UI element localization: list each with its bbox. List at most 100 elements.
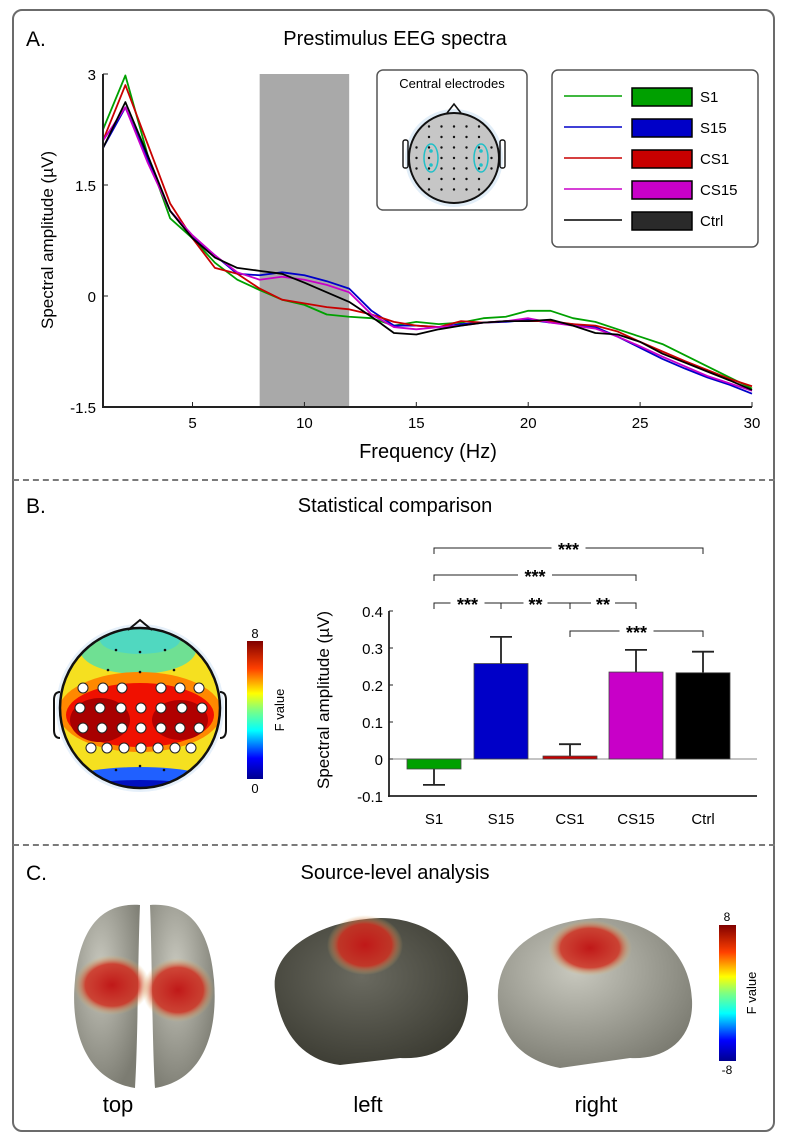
right-central-cluster xyxy=(473,143,489,173)
electrode-dot xyxy=(477,125,481,128)
significant-electrode xyxy=(174,722,186,734)
brain-top-view xyxy=(74,904,215,1088)
significant-electrode xyxy=(135,742,147,754)
figure-frame xyxy=(12,9,775,1132)
x-tick-label: 10 xyxy=(296,415,313,432)
source-colorbar xyxy=(719,925,736,1061)
right-ear-icon xyxy=(499,139,506,169)
significant-electrode xyxy=(185,742,197,754)
electrode-dot xyxy=(427,167,431,170)
view-label-left: left xyxy=(353,1092,383,1117)
legend-label-s1: S1 xyxy=(700,89,718,106)
right-ear-icon xyxy=(219,691,227,739)
electrode-dot xyxy=(452,135,456,139)
legend-swatch-cs1 xyxy=(631,149,693,169)
electrode-dot xyxy=(427,188,431,191)
view-label-top: top xyxy=(102,1092,134,1117)
spectra-chart: -1.5 0 1.5 3 5 10 15 20 25 30 Frequency (Hz) Spec… xyxy=(38,67,760,463)
electrode-dot xyxy=(138,650,142,654)
bar-y-tick-label: 0.4 xyxy=(362,604,383,621)
electrode-dot xyxy=(465,188,468,191)
electrode-dot xyxy=(490,156,493,160)
bar-cs1 xyxy=(542,755,598,760)
significant-electrode xyxy=(116,682,128,694)
central-electrodes-inset: Central electrodes xyxy=(376,69,528,211)
electrode-dot xyxy=(452,125,456,128)
significance-label: *** xyxy=(457,595,478,615)
legend-swatch-s1 xyxy=(631,87,693,107)
colorbar-max-label: 8 xyxy=(251,626,258,641)
brain-right-view xyxy=(497,918,693,1068)
significant-electrode xyxy=(155,722,167,734)
electrode-dot xyxy=(477,146,481,149)
colorbar-min-label: 0 xyxy=(251,781,258,796)
significance-mask xyxy=(619,626,654,636)
head-outline xyxy=(58,626,222,790)
source-colorbar-min: -8 xyxy=(722,1063,733,1077)
electrode-dot xyxy=(477,167,481,170)
legend-swatch-ctrl xyxy=(631,211,693,231)
significant-electrode xyxy=(77,682,89,694)
significant-electrode xyxy=(85,742,97,754)
electrode-dot xyxy=(477,177,481,181)
x-axis-label: Frequency (Hz) xyxy=(359,441,497,463)
y-tick-label: -1.5 xyxy=(70,400,96,417)
electrode-dot xyxy=(477,135,481,139)
panel-c-letter: C. xyxy=(26,862,47,885)
bar-y-tick-label: 0.1 xyxy=(362,715,383,732)
alpha-band-shading xyxy=(259,74,350,407)
series-line-cs15 xyxy=(102,106,753,392)
inset-title: Central electrodes xyxy=(399,76,505,91)
significance-label: *** xyxy=(626,623,647,643)
y-axis-label: Spectral amplitude (µV) xyxy=(38,151,57,329)
significant-electrode xyxy=(74,702,86,714)
topo-colorbar xyxy=(247,641,263,779)
divider-b-c xyxy=(13,844,775,846)
bar-category-label: S15 xyxy=(488,811,515,828)
significant-electrode xyxy=(94,702,106,714)
electrode-dot xyxy=(465,125,468,128)
electrode-dot xyxy=(162,768,166,772)
electrode-dot xyxy=(440,135,443,139)
electrode-dot xyxy=(415,167,418,170)
significance-label: ** xyxy=(528,595,542,615)
electrode-dot xyxy=(440,156,443,160)
electrode-dot xyxy=(452,177,456,181)
source-colorbar-max: 8 xyxy=(724,910,731,924)
significance-label: *** xyxy=(524,567,545,587)
x-tick-label: 20 xyxy=(520,415,537,432)
significant-electrode xyxy=(116,722,128,734)
brain-left-view xyxy=(274,915,469,1065)
y-tick-label: 1.5 xyxy=(75,178,96,195)
significant-electrode xyxy=(174,682,186,694)
left-ear-icon xyxy=(402,139,409,169)
significant-electrode xyxy=(196,702,208,714)
electrode-dot xyxy=(440,146,443,149)
electrode-dot xyxy=(427,135,431,139)
left-ear-icon xyxy=(53,691,61,739)
electrode-dot xyxy=(415,146,418,149)
electrode-dot xyxy=(114,648,118,652)
electrode-dot xyxy=(106,668,110,672)
significant-electrode xyxy=(135,722,147,734)
electrode-dot xyxy=(452,146,456,149)
significant-electrode xyxy=(96,722,108,734)
bar-category-label: CS15 xyxy=(617,811,655,828)
electrode-dot xyxy=(465,167,468,170)
topography-map: 8 0 F value xyxy=(53,618,287,796)
significance-mask xyxy=(518,570,552,580)
electrode-dot xyxy=(477,188,481,191)
electrode-dot xyxy=(490,167,493,170)
panel-b-title: Statistical comparison xyxy=(297,495,493,517)
colorbar-title: F value xyxy=(272,689,287,732)
y-tick-label: 3 xyxy=(88,67,96,84)
electrode-dot xyxy=(163,648,167,652)
electrode-dot xyxy=(427,125,431,128)
source-colorbar-title: F value xyxy=(744,972,759,1015)
electrode-dot xyxy=(427,156,431,160)
electrode-dot xyxy=(138,670,142,674)
electrode-dot xyxy=(477,156,481,160)
nose-icon xyxy=(446,102,462,114)
legend-label-ctrl: Ctrl xyxy=(700,213,723,230)
electrode-dot xyxy=(427,177,431,181)
